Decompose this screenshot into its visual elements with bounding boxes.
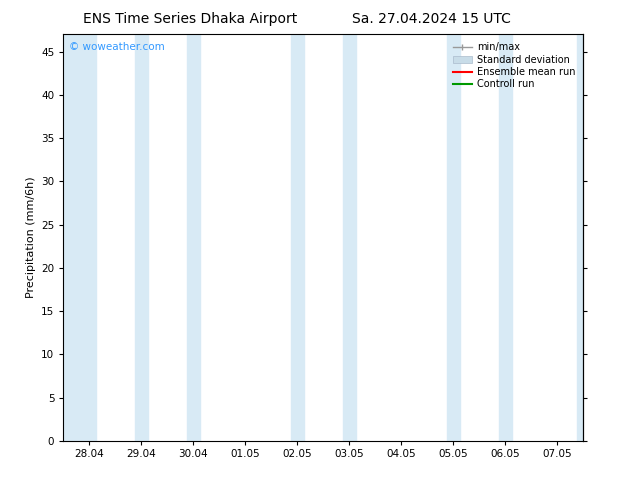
Bar bbox=[499, 34, 512, 441]
Bar bbox=[577, 34, 583, 441]
Legend: min/max, Standard deviation, Ensemble mean run, Controll run: min/max, Standard deviation, Ensemble me… bbox=[450, 39, 578, 92]
Text: Sa. 27.04.2024 15 UTC: Sa. 27.04.2024 15 UTC bbox=[352, 12, 510, 26]
Text: ENS Time Series Dhaka Airport: ENS Time Series Dhaka Airport bbox=[83, 12, 297, 26]
Bar bbox=[63, 34, 96, 441]
Y-axis label: Precipitation (mm/6h): Precipitation (mm/6h) bbox=[25, 177, 36, 298]
Bar bbox=[343, 34, 356, 441]
Bar bbox=[187, 34, 200, 441]
Bar bbox=[447, 34, 460, 441]
Bar bbox=[135, 34, 148, 441]
Text: © woweather.com: © woweather.com bbox=[68, 43, 164, 52]
Bar bbox=[291, 34, 304, 441]
